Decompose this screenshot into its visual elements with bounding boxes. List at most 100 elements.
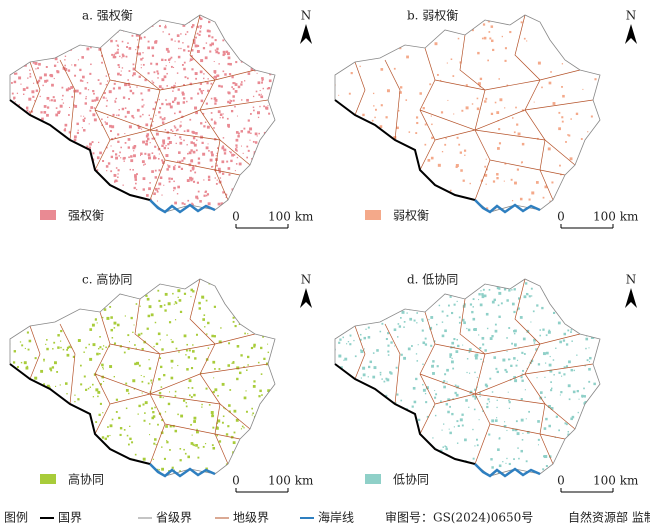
hotspot-dot: [193, 416, 197, 420]
hotspot-dot: [187, 356, 191, 359]
hotspot-dot: [136, 199, 138, 201]
hotspot-dot: [191, 387, 194, 389]
hotspot-dot: [416, 121, 419, 125]
hotspot-dot: [60, 346, 62, 349]
hotspot-dot: [207, 321, 210, 325]
hotspot-dot: [103, 37, 107, 41]
hotspot-dot: [152, 411, 155, 414]
hotspot-dot: [44, 305, 48, 309]
hotspot-dot: [463, 303, 466, 306]
hotspot-dot: [162, 397, 164, 399]
hotspot-dot: [345, 468, 349, 472]
hotspot-dot: [62, 94, 64, 97]
hotspot-dot: [74, 400, 76, 403]
hotspot-dot: [76, 184, 80, 188]
hotspot-dot: [174, 97, 177, 100]
hotspot-dot: [99, 151, 102, 155]
hotspot-dot: [34, 61, 38, 65]
hotspot-dot: [125, 55, 127, 58]
hotspot-dot: [252, 385, 256, 388]
hotspot-dot: [156, 200, 158, 202]
hotspot-dot: [166, 334, 168, 336]
hotspot-dot: [13, 176, 16, 180]
hotspot-dot: [393, 328, 397, 332]
legend-swatch: [40, 474, 56, 484]
hotspot-dot: [16, 136, 20, 140]
hotspot-dot: [188, 379, 192, 383]
hotspot-dot: [132, 117, 135, 119]
hotspot-dot: [70, 182, 72, 184]
hotspot-dot: [127, 443, 130, 446]
hotspot-dot: [231, 306, 234, 308]
hotspot-dot: [438, 468, 442, 471]
hotspot-dot: [415, 132, 418, 135]
hotspot-dot: [267, 351, 270, 354]
hotspot-dot: [105, 105, 108, 107]
hotspot-dot: [260, 373, 263, 375]
hotspot-dot: [341, 199, 344, 202]
national-border: [9, 99, 151, 201]
hotspot-dot: [164, 129, 167, 131]
hotspot-dot: [45, 343, 47, 345]
hotspot-dot: [473, 328, 476, 331]
hotspot-dot: [541, 86, 543, 89]
hotspot-dot: [17, 43, 19, 45]
hotspot-dot: [25, 167, 28, 170]
hotspot-dot: [247, 130, 251, 134]
hotspot-dot: [16, 108, 18, 111]
hotspot-dot: [243, 127, 246, 130]
hotspot-dot: [120, 213, 121, 214]
hotspot-dot: [267, 105, 269, 107]
hotspot-dot: [173, 16, 176, 19]
hotspot-dot: [504, 107, 506, 109]
hotspot-dot: [421, 318, 424, 321]
hotspot-dot: [224, 408, 226, 410]
hotspot-dot: [140, 374, 142, 377]
hotspot-dot: [162, 139, 166, 143]
hotspot-dot: [485, 168, 488, 171]
hotspot-dot: [600, 464, 603, 467]
hotspot-dot: [92, 177, 95, 180]
hotspot-dot: [147, 382, 150, 385]
hotspot-dot: [77, 339, 81, 342]
hotspot-dot: [242, 55, 245, 58]
north-label: N: [626, 273, 637, 287]
hotspot-dot: [252, 412, 254, 415]
hotspot-dot: [202, 152, 206, 156]
hotspot-dot: [582, 88, 584, 90]
hotspot-dot: [63, 129, 67, 132]
hotspot-dot: [376, 349, 379, 352]
hotspot-dot: [229, 25, 233, 29]
hotspot-dot: [568, 174, 570, 176]
hotspot-dot: [185, 349, 188, 352]
hotspot-dot: [498, 128, 501, 131]
hotspot-dot: [153, 155, 156, 157]
hotspot-dot: [255, 301, 258, 303]
hotspot-dot: [445, 446, 448, 448]
hotspot-dot: [335, 474, 336, 476]
hotspot-dot: [148, 359, 150, 361]
hotspot-dot: [210, 411, 214, 414]
hotspot-dot: [95, 388, 99, 392]
hotspot-dot: [87, 296, 90, 299]
hotspot-dot: [496, 370, 499, 374]
hotspot-dot: [13, 80, 17, 84]
hotspot-dot: [373, 420, 376, 423]
hotspot-dot: [46, 106, 50, 109]
hotspot-dot: [210, 151, 214, 154]
hotspot-dot: [214, 368, 216, 370]
hotspot-dot: [109, 188, 113, 192]
hotspot-dot: [197, 157, 201, 160]
hotspot-dot: [453, 426, 455, 428]
hotspot-dot: [496, 111, 500, 114]
hotspot-dot: [508, 289, 511, 292]
hotspot-dot: [277, 420, 278, 421]
hotspot-dot: [149, 182, 151, 184]
hotspot-dot: [394, 292, 396, 295]
hotspot-dot: [59, 104, 63, 108]
hotspot-dot: [516, 432, 520, 436]
hotspot-dot: [501, 279, 503, 282]
hotspot-dot: [112, 87, 116, 90]
city-boundary: [384, 59, 401, 141]
region-fill: [10, 279, 275, 476]
